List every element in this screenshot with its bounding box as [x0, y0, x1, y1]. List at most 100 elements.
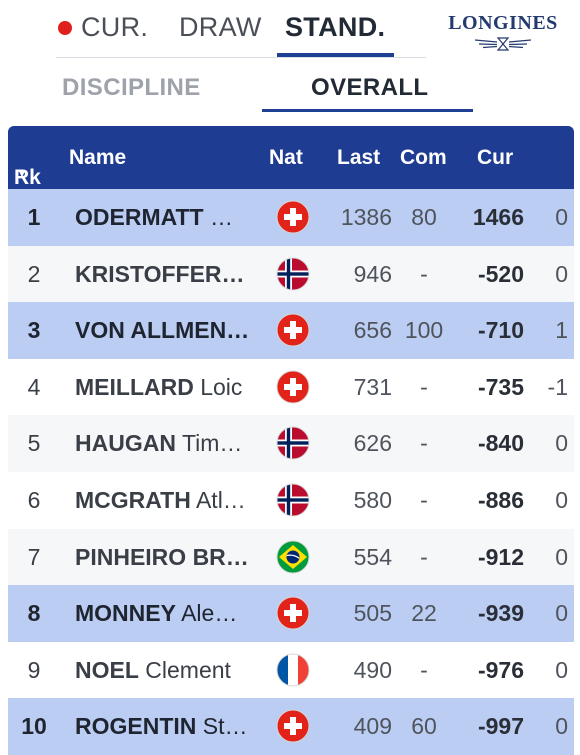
table-row[interactable]: 4 MEILLARD Loic 731 - -735 -1 [8, 358, 574, 416]
switzerland-flag-icon [276, 709, 310, 743]
standings-table: Rk ▼ Name Nat Last Com Cur 1 ODERMATT … 138… [8, 126, 574, 755]
tab-current-label: CUR. [81, 12, 149, 42]
athlete-given-name: … [210, 204, 234, 230]
column-header-name: Name [69, 146, 127, 169]
last-points-cell: 946 [353, 260, 392, 287]
column-header-nation: Nat [269, 146, 303, 169]
column-header-rank-label: Rk [14, 166, 41, 189]
rank-cell: 10 [21, 713, 47, 740]
athlete-surname: KRISTOFFER… [75, 260, 245, 287]
last-points-cell: 626 [353, 430, 392, 457]
norway-flag-icon [276, 257, 310, 291]
athlete-surname: ODERMATT [75, 204, 204, 230]
rank-change-cell: 0 [555, 260, 568, 287]
current-points-cell: -520 [477, 260, 524, 287]
last-points-cell: 656 [353, 317, 392, 344]
athlete-surname: MONNEY [75, 600, 176, 627]
rank-change-cell: 1 [555, 317, 568, 344]
athlete-given-name: St… [202, 713, 248, 740]
rank-change-cell: 0 [555, 600, 568, 627]
last-points-cell: 731 [353, 373, 392, 400]
current-points-cell: -997 [477, 713, 524, 740]
last-points-cell: 409 [353, 713, 392, 740]
active-subtab-indicator [262, 109, 473, 112]
athlete-name-cell: PINHEIRO BR… [75, 544, 265, 571]
athlete-surname: NOEL [75, 656, 139, 683]
com-points-cell: - [420, 430, 428, 457]
athlete-name-cell: ROGENTIN St… [75, 713, 265, 740]
com-points-cell: 22 [411, 600, 437, 627]
athlete-name-cell: MCGRATH Atl… [75, 487, 265, 514]
rank-change-cell: 0 [555, 543, 568, 570]
table-row[interactable]: 7 PINHEIRO BR… 554 - -912 0 [8, 528, 574, 586]
current-points-cell: -840 [477, 430, 524, 457]
norway-flag-icon [276, 426, 310, 460]
athlete-name-cell: HAUGAN Tim… [75, 430, 265, 457]
table-header: Rk ▼ Name Nat Last Com Cur [8, 126, 574, 189]
rank-cell: 2 [27, 260, 41, 287]
athlete-surname: PINHEIRO BR… [75, 543, 249, 570]
rank-change-cell: -1 [547, 373, 568, 400]
tab-standings[interactable]: STAND. [285, 12, 386, 42]
current-points-cell: -912 [477, 543, 524, 570]
current-points-cell: -735 [477, 373, 524, 400]
live-dot-icon [58, 20, 72, 35]
rank-cell: 5 [27, 430, 41, 457]
france-flag-icon [276, 653, 310, 687]
last-points-cell: 554 [353, 543, 392, 570]
athlete-surname: ROGENTIN [75, 713, 197, 740]
tab-current[interactable]: CUR. [58, 12, 148, 43]
com-points-cell: 100 [404, 317, 444, 344]
rank-change-cell: 0 [555, 486, 568, 513]
table-row[interactable]: 6 MCGRATH Atl… 580 - -886 0 [8, 471, 574, 529]
subtab-discipline[interactable]: DISCIPLINE [62, 74, 201, 101]
table-row[interactable]: 3 VON ALLMEN… 656 100 -710 1 [8, 302, 574, 359]
subtab-overall[interactable]: OVERALL [311, 74, 429, 101]
athlete-given-name: Atl… [195, 486, 246, 513]
athlete-surname: MCGRATH [75, 486, 191, 513]
athlete-name-cell: MEILLARD Loic [75, 374, 265, 401]
current-points-cell: -976 [477, 656, 524, 683]
table-row[interactable]: 10 ROGENTIN St… 409 60 -997 0 [8, 698, 574, 755]
athlete-surname: HAUGAN [75, 430, 176, 457]
rank-change-cell: 0 [555, 430, 568, 457]
com-points-cell: 60 [411, 713, 437, 740]
last-points-cell: 490 [353, 656, 392, 683]
rank-cell: 3 [27, 317, 41, 344]
table-row[interactable]: 5 HAUGAN Tim… 626 - -840 0 [8, 415, 574, 472]
athlete-given-name: Tim… [181, 430, 243, 457]
rank-change-cell: 0 [555, 713, 568, 740]
last-points-cell: 1386 [340, 204, 392, 230]
athlete-given-name: Clement [145, 656, 231, 683]
last-points-cell: 505 [353, 600, 392, 627]
com-points-cell: - [420, 656, 428, 683]
rank-cell: 6 [27, 486, 41, 513]
winged-hourglass-icon [474, 37, 532, 51]
switzerland-flag-icon [276, 313, 310, 347]
table-row[interactable]: 8 MONNEY Ale… 505 22 -939 0 [8, 585, 574, 642]
active-tab-indicator [277, 53, 394, 57]
last-points-cell: 580 [353, 486, 392, 513]
current-points-cell: -710 [477, 317, 524, 344]
athlete-name-cell: KRISTOFFER… [75, 261, 265, 288]
athlete-surname: MEILLARD [75, 373, 194, 400]
brazil-flag-icon [276, 540, 310, 574]
athlete-name-cell: ODERMATT … [75, 204, 265, 231]
current-points-cell: 1466 [472, 204, 524, 230]
rank-cell: 7 [27, 543, 41, 570]
norway-flag-icon [276, 483, 310, 517]
rank-cell: 1 [27, 204, 41, 230]
table-row[interactable]: 1 ODERMATT … 1386 80 1466 0 [8, 189, 574, 246]
table-row[interactable]: 9 NOEL Clement 490 - -976 0 [8, 641, 574, 699]
sponsor-logo-text: LONGINES [448, 12, 558, 34]
tab-draw[interactable]: DRAW [179, 12, 262, 42]
athlete-surname: VON ALLMEN… [75, 317, 250, 344]
column-header-com: Com [400, 146, 447, 169]
athlete-name-cell: NOEL Clement [75, 657, 265, 684]
com-points-cell: 80 [411, 204, 437, 230]
rank-cell: 4 [27, 373, 41, 400]
com-points-cell: - [420, 373, 428, 400]
table-row[interactable]: 2 KRISTOFFER… 946 - -520 0 [8, 245, 574, 303]
athlete-given-name: Ale… [181, 600, 238, 627]
table-body: 1 ODERMATT … 1386 80 1466 0 2 KRISTOFFER… 946- -… [8, 189, 574, 755]
